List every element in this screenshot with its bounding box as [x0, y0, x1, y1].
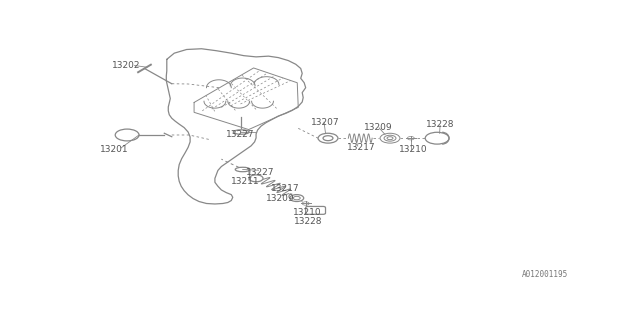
Text: 13228: 13228 — [426, 120, 454, 129]
Text: 13202: 13202 — [112, 61, 141, 70]
Text: 13207: 13207 — [310, 118, 339, 127]
Text: 13217: 13217 — [347, 143, 376, 152]
Text: 13228: 13228 — [294, 218, 323, 227]
Text: 13210: 13210 — [293, 208, 322, 217]
Text: 13211: 13211 — [231, 177, 260, 186]
Text: A012001195: A012001195 — [522, 270, 568, 279]
Text: 13217: 13217 — [271, 184, 300, 193]
Text: 13227: 13227 — [227, 130, 255, 139]
Text: 13227: 13227 — [246, 168, 275, 177]
Text: 13209: 13209 — [266, 194, 294, 203]
Text: 13210: 13210 — [399, 145, 428, 154]
Text: 13209: 13209 — [364, 123, 392, 132]
Text: 13201: 13201 — [100, 145, 129, 154]
